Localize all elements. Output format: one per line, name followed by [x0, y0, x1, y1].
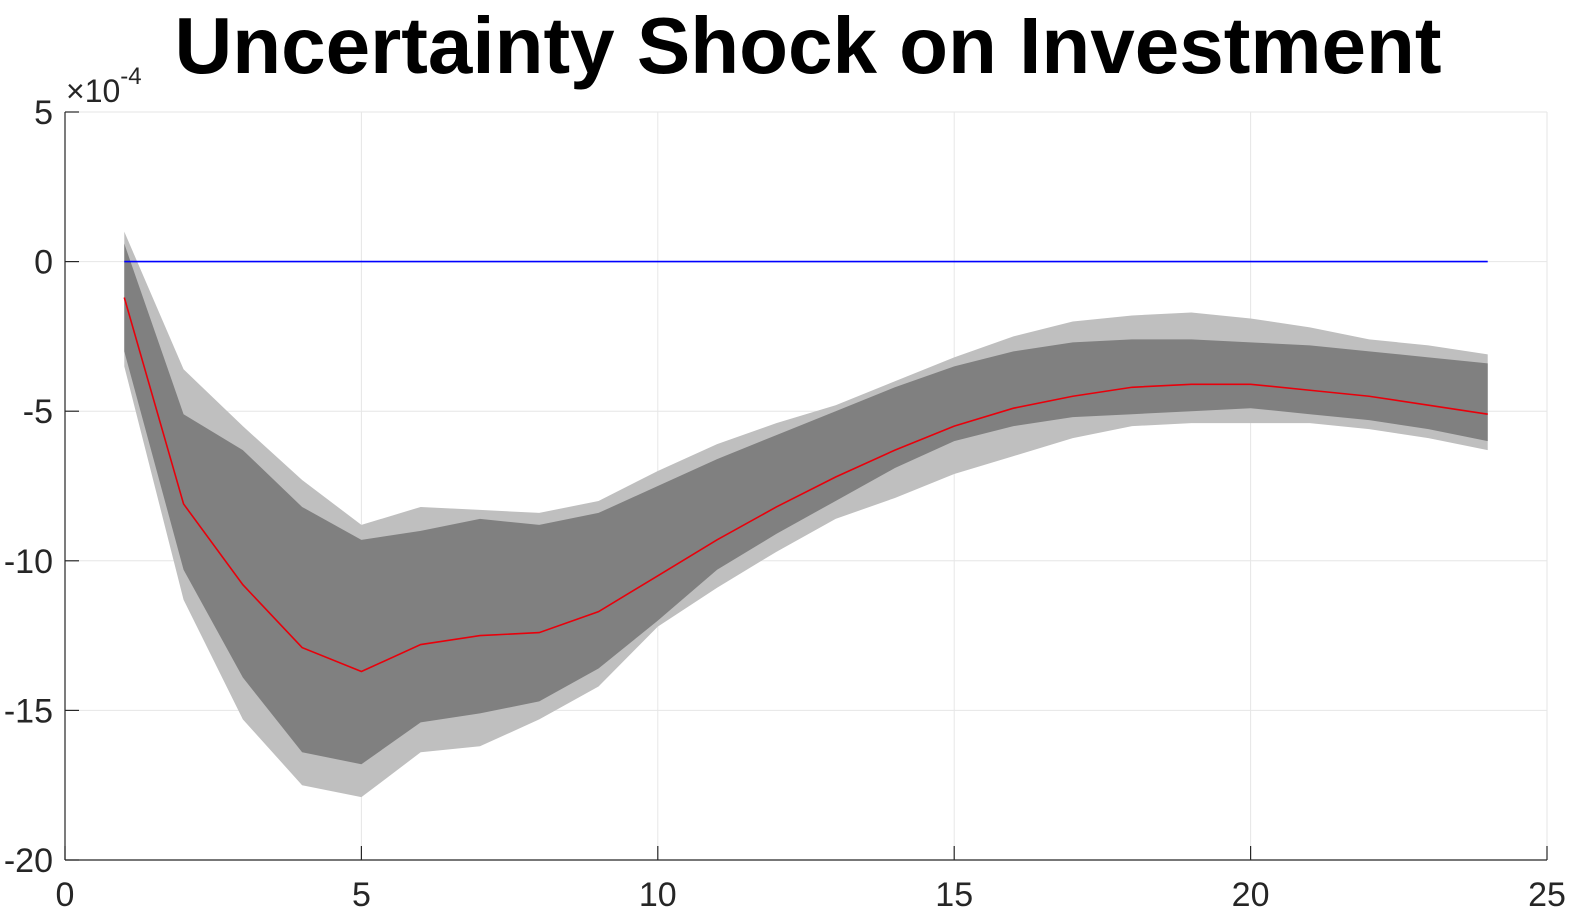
y-tick-label: -20	[4, 842, 53, 880]
bands-layer	[124, 231, 1488, 798]
y-exponent-label: ×10-4	[66, 63, 142, 109]
lines-layer	[123, 260, 1488, 673]
y-exponent-prefix: ×10	[66, 73, 120, 109]
x-tick-label: 5	[352, 876, 371, 914]
x-tick-label: 25	[1528, 876, 1566, 914]
y-exponent-power: -4	[120, 63, 141, 90]
y-tick-label: 5	[34, 94, 53, 132]
x-tick-label: 20	[1232, 876, 1270, 914]
y-tick-label: -10	[4, 543, 53, 581]
y-tick-label: -15	[4, 692, 53, 730]
axes-layer	[64, 112, 1547, 861]
chart-title: Uncertainty Shock on Investment	[175, 1, 1442, 90]
x-tick-label: 0	[56, 876, 75, 914]
x-tick-label: 15	[935, 876, 973, 914]
y-tick-label: -5	[23, 393, 53, 431]
x-tick-label: 10	[639, 876, 677, 914]
median-line	[123, 297, 1488, 673]
ticks-layer: 0 5 10 15 20 25 5 0 -5 -10 -15 -20	[4, 94, 1566, 914]
y-tick-label: 0	[34, 244, 53, 282]
inner-band	[124, 243, 1488, 765]
